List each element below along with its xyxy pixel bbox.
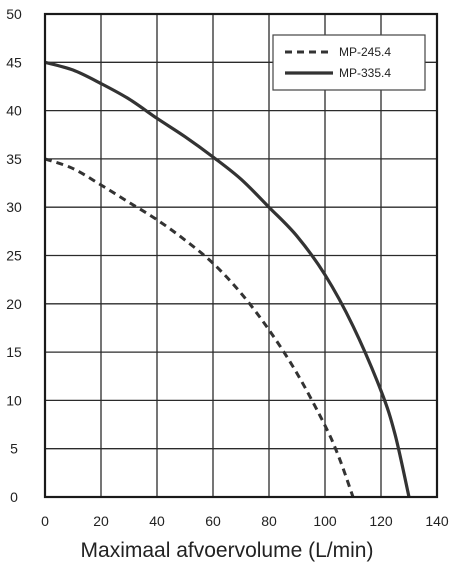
series-layer (44, 60, 411, 498)
y-tick-label: 15 (6, 344, 22, 360)
grid (44, 13, 438, 498)
series-line-2 (44, 60, 411, 498)
y-tick-label: 35 (6, 151, 22, 167)
y-tick-label: 25 (6, 248, 22, 264)
x-tick-label: 0 (41, 513, 49, 529)
y-tick-label: 0 (10, 489, 18, 505)
plot-frame (43, 12, 439, 499)
x-tick-label: 20 (93, 513, 109, 529)
legend-label-1: MP-245.4 (339, 45, 391, 59)
x-axis-title: Maximaal afvoervolume (L/min) (81, 539, 374, 562)
x-tick-label: 140 (425, 513, 449, 529)
y-tick-label: 50 (6, 6, 22, 22)
x-tick-label: 120 (369, 513, 393, 529)
legend-box (272, 34, 426, 91)
tick-labels: 0 20 40 60 80 100 120 140 0 5 10 15 20 25 30 35 40 45 50 (6, 6, 449, 529)
x-tick-label: 100 (313, 513, 337, 529)
series-line-1 (44, 157, 355, 498)
legend: MP-245.4 MP-335.4 (272, 34, 426, 91)
y-tick-label: 5 (10, 441, 18, 457)
x-tick-label: 80 (261, 513, 277, 529)
y-tick-label: 20 (6, 296, 22, 312)
y-tick-label: 30 (6, 199, 22, 215)
y-tick-label: 45 (6, 54, 22, 70)
x-tick-label: 40 (149, 513, 165, 529)
plot-border (43, 12, 439, 499)
x-tick-label: 60 (205, 513, 221, 529)
y-tick-label: 10 (6, 392, 22, 408)
y-tick-label: 40 (6, 103, 22, 119)
legend-label-2: MP-335.4 (339, 66, 391, 80)
